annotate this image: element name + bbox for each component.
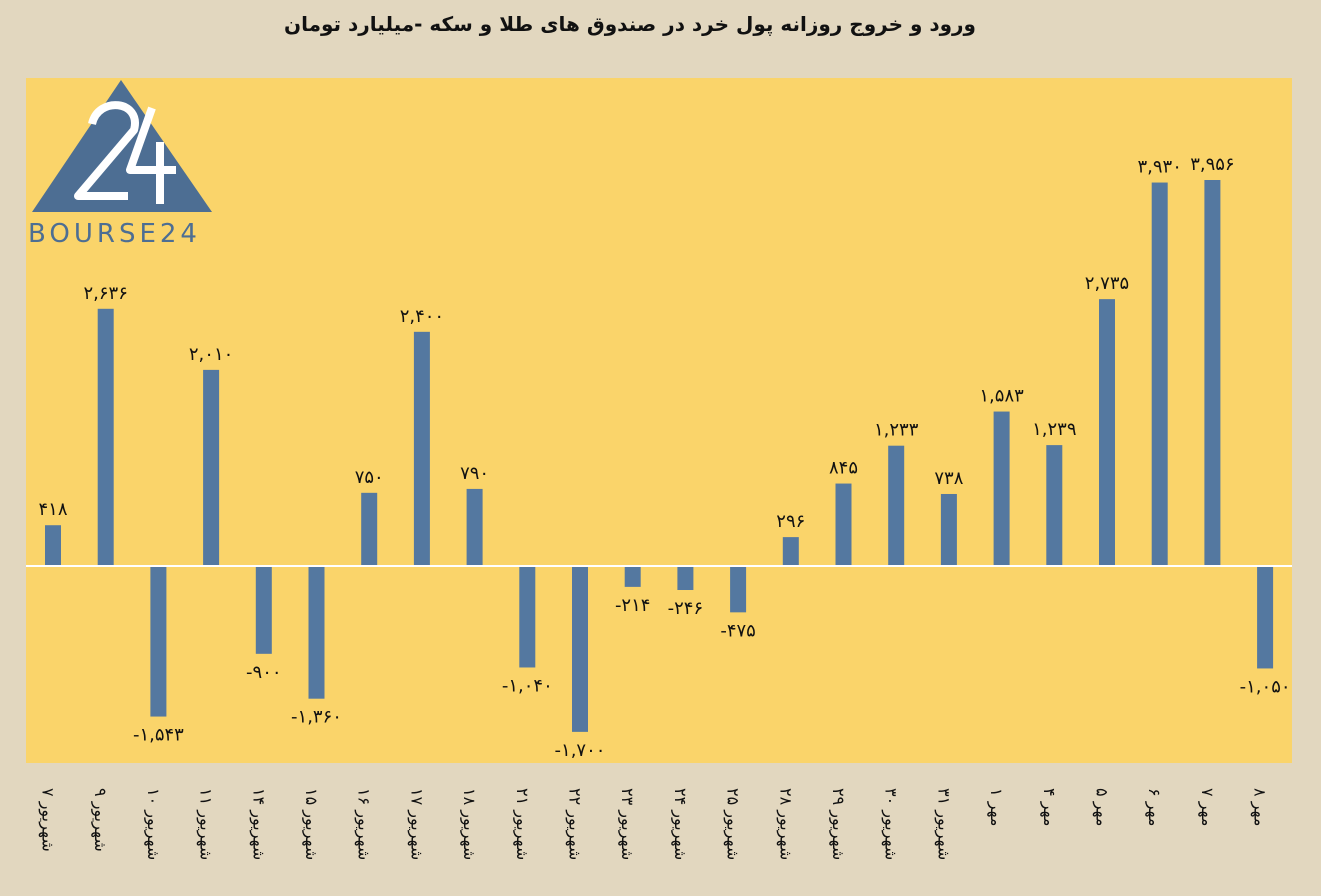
- data-label-19: ۱,۵۸۳: [979, 386, 1024, 407]
- data-label-16: ۸۴۵: [829, 458, 858, 479]
- data-label-13: -۲۴۶: [668, 598, 704, 619]
- data-label-23: ۳,۹۵۶: [1190, 154, 1234, 175]
- chart-title: ورود و خروج روزانه پول خرد در صندوق های …: [284, 12, 976, 36]
- bar-4: [203, 369, 220, 566]
- data-label-10: -۱,۰۴۰: [502, 675, 553, 696]
- logo-mark-4: [126, 106, 176, 204]
- category-label-10: ۲۱ شهریور: [512, 788, 532, 860]
- logo-mark-2: [74, 101, 139, 200]
- category-label-24: ۸ مهر: [1250, 788, 1270, 826]
- bar-2: [97, 308, 114, 566]
- logo-text: BOURSE24: [28, 219, 201, 249]
- bar-19: [993, 411, 1010, 566]
- category-label-7: ۱۶ شهریور: [354, 788, 374, 860]
- category-label-2: ۹ شهریور: [90, 788, 110, 852]
- bar-7: [361, 492, 378, 566]
- data-label-11: -۱,۷۰۰: [555, 740, 606, 761]
- bar-series: [45, 180, 1274, 732]
- data-label-3: -۱,۵۴۳: [133, 725, 184, 746]
- category-label-3: ۱۰ شهریور: [143, 788, 163, 860]
- category-label-5: ۱۴ شهریور: [248, 788, 268, 860]
- bar-5: [255, 566, 272, 654]
- data-label-4: ۲,۰۱۰: [189, 344, 233, 365]
- category-label-16: ۲۹ شهریور: [828, 788, 848, 860]
- category-labels: ۷ شهریور ۹ شهریور ۱۰ شهریور ۱۱ شهریور ۱۴ شهر…: [38, 788, 1270, 860]
- data-label-17: ۱,۲۳۳: [874, 420, 919, 441]
- category-label-17: ۳۰ شهریور: [881, 788, 901, 860]
- category-label-22: ۶ مهر: [1144, 788, 1164, 826]
- data-label-15: ۲۹۶: [776, 511, 805, 532]
- data-labels: ۴۱۸ ۲,۶۳۶ -۱,۵۴۳ ۲,۰۱۰ -۹۰۰ -۱,۳۶۰ ۷۵۰ ۲,۴۰۰ ۷۹۰…: [38, 154, 1290, 761]
- bar-9: [466, 488, 483, 566]
- bar-23: [1204, 180, 1221, 566]
- category-label-23: ۷ مهر: [1197, 788, 1217, 826]
- bar-14: [730, 566, 747, 613]
- bar-6: [308, 566, 325, 699]
- category-label-20: ۴ مهر: [1039, 788, 1059, 826]
- data-label-21: ۲,۷۳۵: [1085, 273, 1129, 294]
- category-label-8: ۱۷ شهریور: [406, 788, 426, 860]
- category-label-1: ۷ شهریور: [38, 788, 58, 852]
- category-label-15: ۲۸ شهریور: [775, 788, 795, 860]
- category-label-9: ۱۸ شهریور: [459, 788, 479, 860]
- category-label-19: ۱ مهر: [986, 788, 1006, 826]
- data-label-7: ۷۵۰: [355, 467, 384, 488]
- data-label-5: -۹۰۰: [246, 662, 282, 683]
- category-label-12: ۲۳ شهریور: [617, 788, 637, 860]
- category-label-11: ۲۲ شهریور: [565, 788, 585, 860]
- category-label-14: ۲۵ شهریور: [723, 788, 743, 860]
- data-label-1: ۴۱۸: [38, 499, 67, 520]
- bar-12: [624, 566, 641, 587]
- bourse24-logo: BOURSE24: [28, 80, 212, 249]
- bar-22: [1151, 182, 1168, 566]
- bar-1: [45, 525, 61, 566]
- data-label-9: ۷۹۰: [460, 463, 489, 484]
- bar-15: [782, 537, 799, 566]
- data-label-6: -۱,۳۶۰: [291, 707, 342, 728]
- plot-area: [26, 78, 1292, 763]
- bar-24: [1257, 566, 1274, 669]
- category-label-21: ۵ مهر: [1092, 788, 1112, 826]
- data-label-8: ۲,۴۰۰: [400, 306, 444, 327]
- bar-10: [519, 566, 536, 668]
- data-label-12: -۲۱۴: [615, 595, 651, 616]
- data-label-14: -۴۷۵: [720, 620, 756, 641]
- bar-11: [572, 566, 588, 732]
- category-label-4: ۱۱ شهریور: [196, 788, 216, 860]
- bar-18: [940, 493, 957, 566]
- category-label-6: ۱۵ شهریور: [301, 788, 321, 860]
- bar-21: [1099, 299, 1115, 566]
- category-label-13: ۲۴ شهریور: [670, 788, 690, 860]
- bar-8: [413, 331, 430, 566]
- bar-20: [1046, 445, 1063, 566]
- bar-16: [835, 483, 852, 566]
- data-label-20: ۱,۲۳۹: [1032, 419, 1076, 440]
- bar-3: [150, 566, 167, 717]
- data-label-24: -۱,۰۵۰: [1240, 676, 1291, 697]
- bar-13: [677, 566, 694, 591]
- category-label-18: ۳۱ شهریور: [933, 788, 953, 860]
- data-label-2: ۲,۶۳۶: [83, 283, 127, 304]
- bar-17: [888, 445, 905, 566]
- data-label-18: ۷۳۸: [934, 468, 963, 489]
- data-label-22: ۳,۹۳۰: [1137, 157, 1181, 178]
